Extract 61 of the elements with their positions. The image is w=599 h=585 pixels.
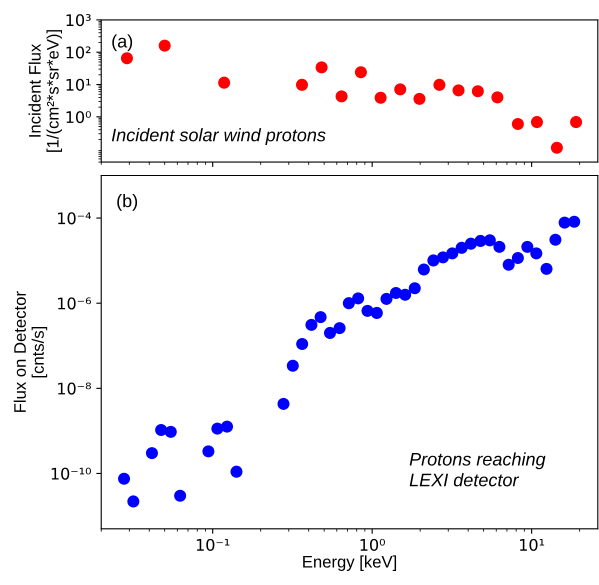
x-tick-label: 10⁻¹	[196, 538, 230, 551]
y-tick-label: 10⁻⁴	[58, 212, 91, 224]
y-tick-label: 10¹	[66, 78, 91, 91]
point	[334, 322, 346, 334]
y-tick-label: 10⁻¹⁰	[52, 468, 91, 480]
point	[452, 84, 465, 96]
point	[484, 234, 496, 246]
x-axis-title: Energy [keV]	[303, 555, 396, 571]
point	[418, 263, 430, 276]
point	[512, 252, 524, 264]
point	[530, 247, 542, 260]
point	[413, 92, 426, 105]
point	[446, 247, 458, 260]
point	[305, 318, 318, 331]
point	[296, 78, 308, 91]
point	[277, 398, 290, 410]
annotation: (a)	[112, 34, 132, 52]
annotation: (b)	[117, 194, 138, 211]
point	[491, 91, 504, 104]
y-axis-title: Flux on Detector [cnts/s]	[14, 291, 48, 412]
point	[568, 216, 580, 228]
point	[296, 338, 308, 350]
point	[502, 258, 515, 271]
point	[512, 118, 524, 130]
x-tick-label: 10¹	[520, 538, 544, 551]
point	[370, 306, 383, 319]
point	[352, 292, 364, 304]
point	[408, 282, 421, 294]
point	[316, 61, 328, 74]
point	[433, 78, 446, 91]
annotation: Incident solar wind protons	[112, 128, 326, 145]
point	[286, 360, 299, 372]
point	[336, 90, 348, 102]
y-tick-label: 10⁻⁶	[58, 297, 91, 310]
point	[530, 116, 543, 128]
point	[354, 66, 367, 78]
point	[436, 251, 449, 264]
y-tick-label: 10³	[66, 14, 91, 26]
y-tick-label: 10⁰	[66, 111, 91, 124]
y-axis-title: Incident Flux [1/(cm²*s*sr*eV)]	[28, 30, 62, 152]
point	[374, 92, 387, 104]
point	[314, 311, 327, 324]
point	[550, 142, 563, 154]
point	[493, 240, 506, 253]
point	[549, 234, 562, 246]
point	[342, 297, 355, 310]
point	[472, 85, 484, 98]
point	[464, 238, 477, 250]
point	[399, 288, 412, 301]
x-tick-label: 10⁰	[360, 538, 385, 551]
point	[380, 292, 393, 305]
point	[570, 116, 582, 128]
y-tick-label: 10²	[66, 46, 90, 59]
point	[521, 240, 534, 253]
annotation: Protons reaching LEXI detector	[410, 452, 546, 486]
point	[540, 262, 553, 275]
point	[324, 326, 336, 339]
point	[427, 254, 440, 266]
point	[456, 242, 468, 254]
point	[394, 83, 406, 96]
y-tick-label: 10⁻⁸	[58, 382, 91, 395]
